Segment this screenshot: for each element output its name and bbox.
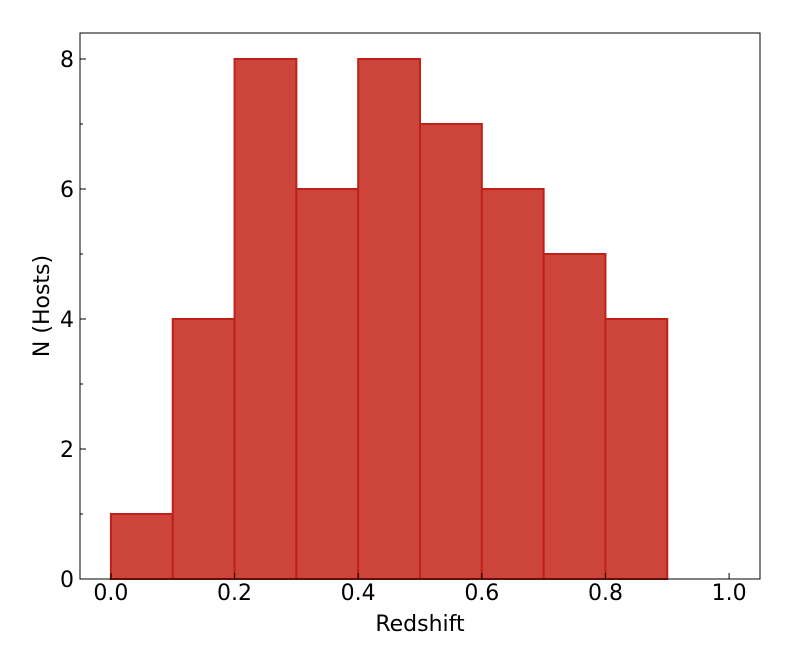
x-tick-label: 0.6 [464,581,499,606]
y-tick-label: 4 [60,308,74,333]
histogram-bar [357,58,422,580]
y-tick-label: 6 [60,178,74,203]
x-tick-label: 0.4 [341,581,376,606]
y-tick-label: 2 [60,438,74,463]
histogram-bar [480,188,545,580]
x-tick-label: 0.8 [588,581,623,606]
y-tick-label: 0 [60,568,74,593]
plot-area-frame [79,32,761,580]
x-tick-label: 1.0 [712,581,747,606]
histogram-bar [604,318,669,580]
x-tick-label: 0.2 [217,581,252,606]
y-tick-label: 8 [60,48,74,73]
bars-layer [109,58,669,580]
histogram-bar [542,253,607,580]
x-tick-label: 0.0 [93,581,128,606]
histogram-bar [171,318,236,580]
y-axis-label: N (Hosts) [30,255,55,357]
histogram-bar [233,58,298,580]
histogram-bar [295,188,360,580]
histogram-bar [419,123,483,580]
x-axis-label: Redshift [375,612,465,637]
tick-labels-layer: 0.0 0.2 0.4 0.6 0.8 1.0 0 2 4 6 8 [60,48,747,606]
histogram-bar [109,513,174,580]
